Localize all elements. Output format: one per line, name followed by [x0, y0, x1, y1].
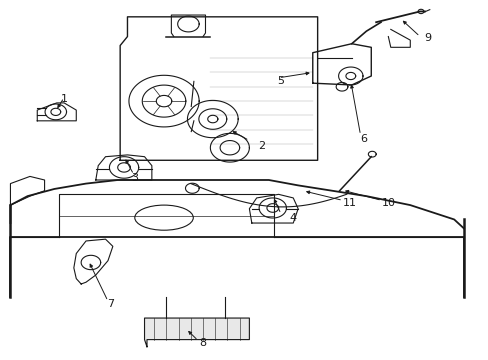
Text: 8: 8 — [199, 338, 206, 348]
Text: 11: 11 — [342, 198, 356, 208]
Text: 7: 7 — [106, 299, 114, 309]
Text: 1: 1 — [61, 94, 67, 104]
Text: 4: 4 — [289, 213, 296, 222]
Text: 5: 5 — [277, 76, 284, 86]
Text: 6: 6 — [360, 134, 366, 144]
Text: 2: 2 — [258, 141, 264, 151]
Text: 3: 3 — [131, 173, 138, 183]
Text: 9: 9 — [423, 33, 430, 43]
Text: 10: 10 — [381, 198, 394, 208]
Polygon shape — [144, 318, 249, 347]
